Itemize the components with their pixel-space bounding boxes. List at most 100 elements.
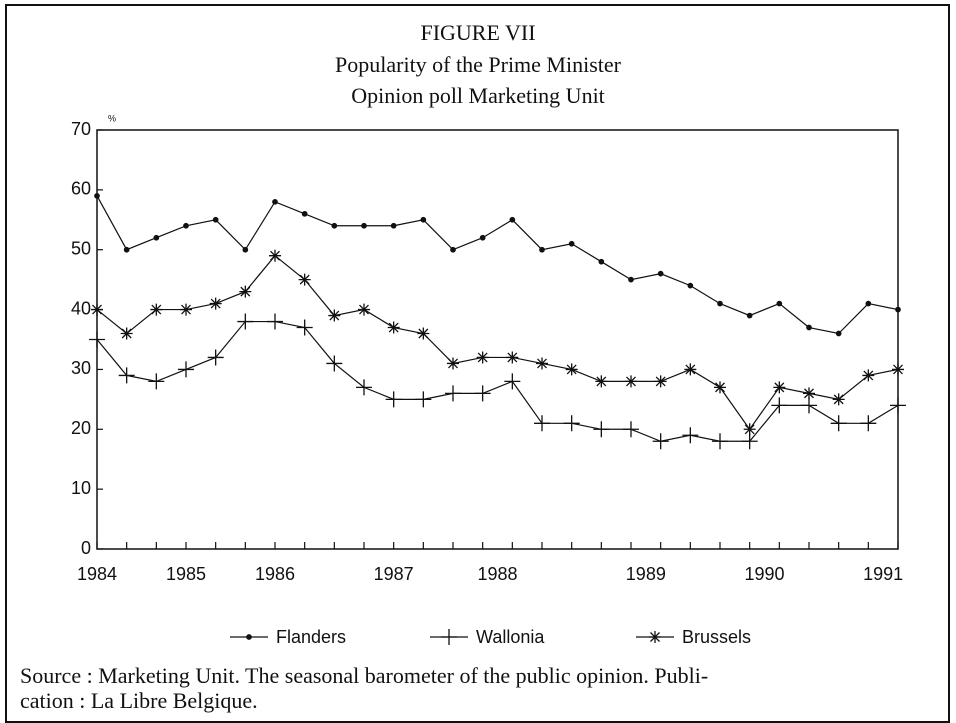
point: [595, 375, 608, 388]
point: [741, 433, 758, 450]
source-note: Source : Marketing Unit. The seasonal ba…: [20, 663, 708, 688]
point: [682, 427, 699, 444]
point: [771, 397, 788, 414]
x-tick-label: 1987: [374, 564, 414, 584]
point: [773, 381, 786, 394]
y-tick-label: 40: [71, 298, 91, 318]
point: [892, 363, 904, 376]
point: [830, 415, 847, 432]
point: [272, 198, 278, 205]
point: [652, 433, 669, 450]
legend-label: Wallonia: [476, 627, 545, 647]
point: [356, 379, 372, 396]
point: [687, 282, 694, 289]
point: [534, 415, 550, 432]
y-axis-label: %: [108, 113, 116, 123]
point: [479, 234, 486, 241]
point: [563, 415, 580, 432]
chart-subtitle: Popularity of the Prime Minister: [335, 52, 622, 77]
y-tick-label: 10: [71, 478, 91, 498]
point: [593, 421, 610, 438]
point: [746, 312, 753, 319]
point: [598, 258, 605, 265]
point: [91, 303, 103, 316]
frame: [5, 4, 950, 723]
point: [835, 330, 842, 337]
point: [743, 423, 756, 436]
point: [860, 415, 877, 432]
y-tick-label: 50: [71, 238, 91, 258]
chart-title: FIGURE VII: [420, 20, 535, 45]
point: [536, 357, 548, 370]
point: [509, 216, 516, 223]
point: [331, 222, 338, 229]
point: [801, 397, 817, 414]
point: [385, 391, 402, 408]
point: [625, 375, 637, 388]
point: [714, 381, 726, 394]
x-tick-label: 1990: [744, 564, 784, 584]
x-tick-label: 1991: [863, 564, 903, 584]
series-line: [96, 195, 899, 335]
point: [415, 391, 432, 408]
y-tick-label: 20: [71, 418, 91, 438]
y-tick-label: 60: [71, 179, 91, 199]
point: [180, 303, 192, 316]
point: [207, 349, 224, 366]
chart-subtitle: Opinion poll Marketing Unit: [351, 83, 605, 108]
point: [565, 363, 578, 376]
point: [504, 373, 521, 390]
x-tick-label: 1989: [626, 564, 666, 584]
legend-item: Brussels: [636, 627, 751, 647]
y-tick-label: 0: [81, 538, 91, 558]
point: [267, 313, 283, 330]
legend-item: Wallonia: [430, 627, 545, 647]
point: [832, 393, 845, 406]
point: [239, 285, 252, 298]
point: [148, 373, 165, 390]
point: [94, 192, 100, 199]
point: [212, 216, 219, 223]
point: [445, 385, 461, 402]
point: [417, 327, 430, 340]
x-tick-label: 1986: [255, 564, 295, 584]
point: [803, 387, 815, 400]
point: [776, 300, 783, 307]
point: [298, 273, 311, 286]
point: [476, 351, 489, 364]
point: [328, 309, 341, 322]
point: [474, 385, 491, 402]
point: [150, 303, 163, 316]
point: [269, 249, 281, 262]
series-line: [96, 254, 899, 431]
plot-area: [96, 129, 899, 550]
legend-label: Brussels: [682, 627, 751, 647]
source-note: cation : La Libre Belgique.: [20, 688, 258, 713]
point: [712, 433, 728, 450]
point: [862, 369, 875, 382]
point: [654, 375, 667, 388]
point: [178, 361, 194, 378]
legend-item: Flanders: [230, 627, 346, 647]
point: [628, 276, 634, 283]
y-tick-label: 30: [71, 358, 91, 378]
point: [326, 355, 343, 372]
legend-marker: [441, 629, 457, 645]
point: [539, 246, 545, 253]
point: [623, 421, 639, 438]
legend-label: Flanders: [276, 627, 346, 647]
point: [684, 363, 697, 376]
point: [657, 270, 664, 277]
legend-marker: [246, 634, 252, 640]
point: [120, 327, 133, 340]
point: [420, 216, 427, 223]
point: [242, 246, 249, 253]
point: [296, 319, 313, 336]
point: [390, 222, 397, 229]
point: [806, 324, 812, 331]
point: [237, 313, 254, 330]
point: [361, 222, 367, 229]
point: [89, 331, 105, 348]
